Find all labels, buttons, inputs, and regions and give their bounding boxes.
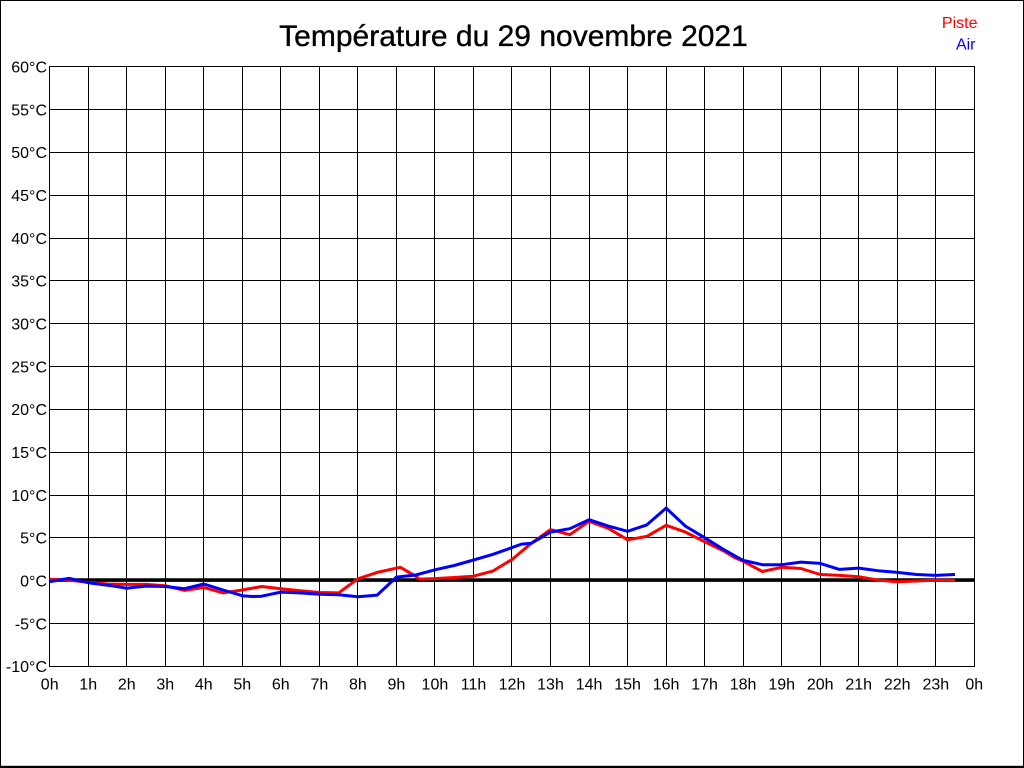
svg-text:12h: 12h [499, 677, 526, 694]
svg-text:0°C: 0°C [20, 573, 47, 590]
svg-text:45°C: 45°C [11, 188, 47, 205]
svg-text:9h: 9h [388, 677, 406, 694]
svg-text:7h: 7h [311, 677, 329, 694]
svg-text:50°C: 50°C [11, 145, 47, 162]
svg-text:35°C: 35°C [11, 274, 47, 291]
svg-text:22h: 22h [884, 677, 911, 694]
svg-text:Air: Air [956, 37, 976, 54]
svg-text:2h: 2h [118, 677, 136, 694]
svg-text:20°C: 20°C [11, 402, 47, 419]
svg-text:20h: 20h [807, 677, 834, 694]
svg-text:-10°C: -10°C [6, 659, 47, 676]
svg-text:13h: 13h [537, 677, 564, 694]
svg-text:40°C: 40°C [11, 231, 47, 248]
svg-text:10h: 10h [422, 677, 449, 694]
svg-text:60°C: 60°C [11, 60, 47, 77]
svg-text:6h: 6h [272, 677, 290, 694]
svg-text:3h: 3h [156, 677, 174, 694]
svg-text:15°C: 15°C [11, 445, 47, 462]
svg-text:4h: 4h [195, 677, 213, 694]
svg-text:5°C: 5°C [20, 531, 47, 548]
svg-text:19h: 19h [768, 677, 795, 694]
svg-text:14h: 14h [576, 677, 603, 694]
svg-text:Température du 29 novembre 202: Température du 29 novembre 2021 [279, 20, 748, 53]
svg-text:23h: 23h [922, 677, 949, 694]
svg-text:0h: 0h [965, 677, 983, 694]
svg-text:10°C: 10°C [11, 488, 47, 505]
svg-text:Piste: Piste [942, 15, 978, 32]
svg-text:55°C: 55°C [11, 102, 47, 119]
svg-text:25°C: 25°C [11, 359, 47, 376]
svg-text:21h: 21h [845, 677, 872, 694]
svg-text:5h: 5h [233, 677, 251, 694]
svg-text:-5°C: -5°C [15, 616, 47, 633]
svg-text:11h: 11h [461, 677, 487, 694]
svg-text:17h: 17h [691, 677, 718, 694]
svg-text:8h: 8h [349, 677, 367, 694]
svg-text:0h: 0h [41, 677, 59, 694]
svg-text:18h: 18h [730, 677, 757, 694]
svg-text:16h: 16h [653, 677, 680, 694]
svg-text:15h: 15h [614, 677, 641, 694]
svg-text:30°C: 30°C [11, 317, 47, 334]
svg-text:1h: 1h [79, 677, 97, 694]
